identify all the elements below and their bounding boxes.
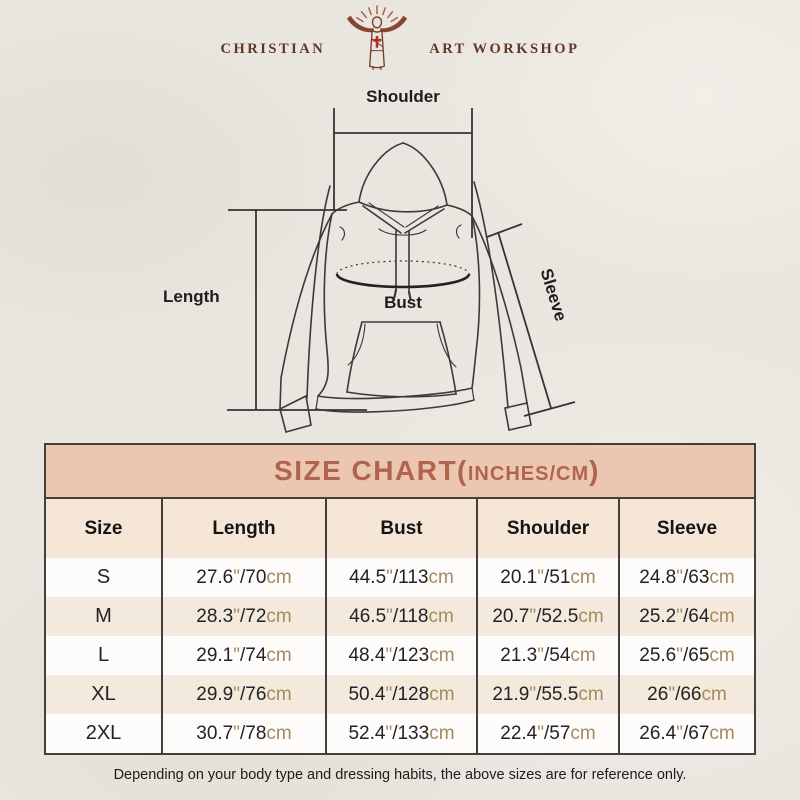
measurement-cell: 52.4 "/133 cm (327, 714, 478, 753)
measurement-cell: 20.7 "/52.5 cm (478, 597, 620, 636)
table-row: 2XL 30.7 "/78 cm 52.4 "/133 cm 22.4 "/57 cm 26.4 " /… (46, 714, 754, 753)
column-header-shoulder: Shoulder (478, 499, 620, 558)
measurement-cell: 21.9 "/55.5 cm (478, 675, 620, 714)
measurement-cell: 30.7 "/78 cm (163, 714, 327, 753)
measurement-cell: 27.6 "/70 cm (163, 558, 327, 597)
table-header-row: Size Length Bust Shoulder Sleeve (46, 499, 754, 558)
measurement-cell: 46.5 "/118 cm (327, 597, 478, 636)
size-chart-title-band: SIZE CHART(INCHES/CM) (46, 445, 754, 499)
measurement-cell: 22.4 "/57 cm (478, 714, 620, 753)
size-cell: XL (46, 675, 163, 714)
hoodie-measurement-diagram (227, 108, 576, 433)
shoulder-label: Shoulder (366, 87, 440, 106)
measurement-cell: 20.1 "/51 cm (478, 558, 620, 597)
table-row: XL 29.9 "/76 cm 50.4 "/128 cm 21.9 "/55.5 cm 26 "/6… (46, 675, 754, 714)
size-cell: 2XL (46, 714, 163, 753)
brand-name-right: ART WORKSHOP (429, 41, 580, 57)
column-header-length: Length (163, 499, 327, 558)
brand-logo: CHRISTIAN ART WORKSHOP (0, 0, 800, 72)
measurement-cell: 28.3 "/72 cm (163, 597, 327, 636)
measurement-cell: 50.4 "/128 cm (327, 675, 478, 714)
size-cell: M (46, 597, 163, 636)
measurement-cell: 29.9 "/76 cm (163, 675, 327, 714)
table-row: M 28.3 "/72 cm 46.5 "/118 cm 20.7 "/52.5 cm 25.2 " /… (46, 597, 754, 636)
measurement-cell: 48.4 "/123 cm (327, 636, 478, 675)
column-header-size: Size (46, 499, 163, 558)
brand-name-left: CHRISTIAN (220, 41, 326, 57)
measurement-cell: 29.1 "/74 cm (163, 636, 327, 675)
measurement-cell: 21.3 "/54 cm (478, 636, 620, 675)
reference-note: Depending on your body type and dressing… (113, 767, 687, 783)
measurement-cell: 25.6 "/65 cm (639, 644, 735, 666)
size-cell: S (46, 558, 163, 597)
measurement-cell: 24.8 "/63 cm (639, 566, 735, 588)
length-label: Length (163, 287, 220, 306)
table-row: L 29.1 "/74 cm 48.4 "/123 cm 21.3 "/54 cm 25.6 "/65… (46, 636, 754, 675)
size-table-body: S 27.6 "/70 cm 44.5 "/113 cm 20.1 "/51 cm 24.8 "/63… (46, 558, 754, 753)
size-chart-table: SIZE CHART(INCHES/CM) Size Length Bust S… (44, 443, 756, 755)
jesus-sunburst-cross-icon (347, 5, 408, 71)
measurement-cell: 44.5 "/113 cm (327, 558, 478, 597)
measurement-cell: 26 "/66 cm (620, 675, 754, 714)
measurement-cell: 25.2 "/64 cm (620, 597, 754, 636)
column-header-sleeve: Sleeve (620, 499, 754, 558)
bust-label: Bust (384, 293, 422, 312)
size-chart-title: SIZE CHART(INCHES/CM) (274, 455, 600, 486)
column-header-bust: Bust (327, 499, 478, 558)
size-cell: L (46, 636, 163, 675)
measurement-cell: 26.4 "/67 cm (639, 722, 735, 744)
table-row: S 27.6 "/70 cm 44.5 "/113 cm 20.1 "/51 cm 24.8 "/63… (46, 558, 754, 597)
